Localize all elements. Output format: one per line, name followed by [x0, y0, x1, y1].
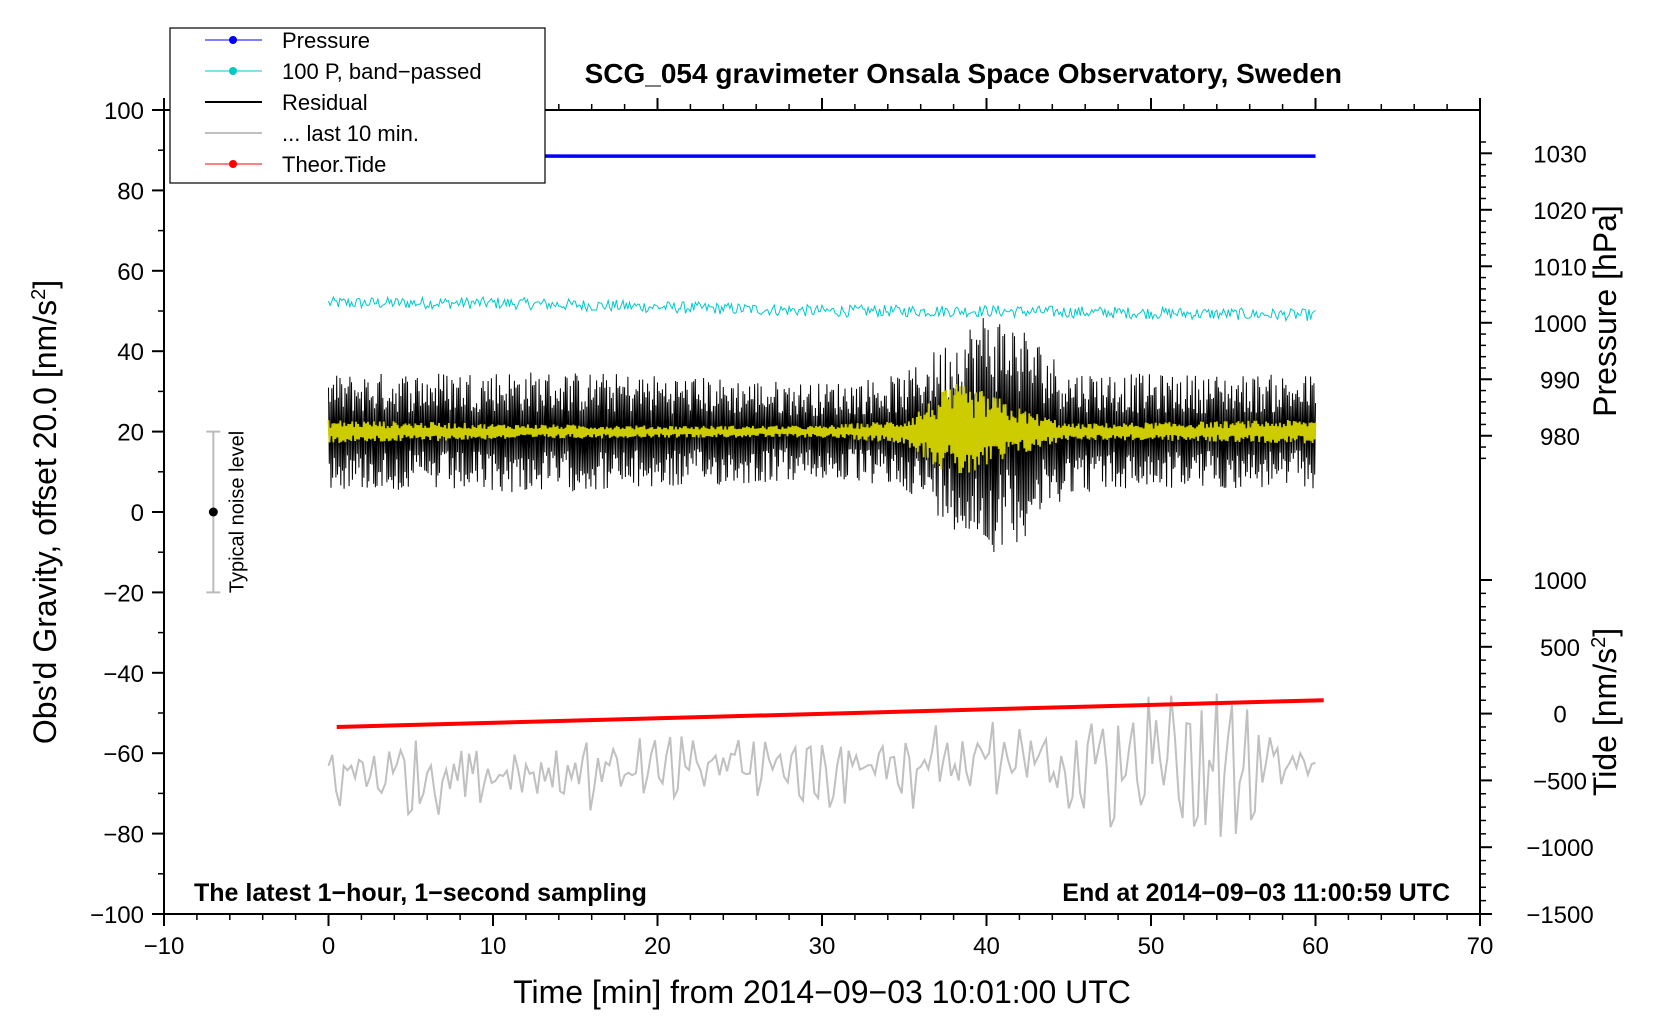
x-tick-label: 30: [809, 933, 836, 960]
y-axis-tide-label-end: ]: [1587, 628, 1623, 637]
pressure-tick-label: 1010: [1533, 254, 1586, 281]
x-axis-label: Time [min] from 2014−09−03 10:01:00 UTC: [513, 974, 1131, 1010]
x-tick-label: 50: [1138, 933, 1165, 960]
x-tick-label: 70: [1467, 933, 1494, 960]
y-tick-label: −60: [103, 741, 144, 768]
x-tick-label: 20: [644, 933, 671, 960]
x-tick-label: 40: [973, 933, 1000, 960]
y-axis-left: −100 −80 −60 −40 −20 0 20 40 60 80 100: [90, 98, 164, 929]
legend-label: ... last 10 min.: [282, 121, 419, 146]
y-tick-label: 60: [117, 259, 144, 286]
y-axis-tide-label-main: Tide [nm/s: [1587, 648, 1623, 796]
tide-tick-label: 0: [1553, 702, 1566, 729]
tide-tick-label: 1000: [1533, 568, 1586, 595]
tide-tick-label: −1000: [1526, 835, 1593, 862]
x-tick-label: 60: [1302, 933, 1329, 960]
annotation-left: The latest 1−hour, 1−second sampling: [194, 879, 647, 907]
y-tick-label: 40: [117, 339, 144, 366]
tide-tick-label: −1500: [1526, 902, 1593, 929]
y-tick-label: 0: [131, 500, 144, 527]
noise-bar-dot: [208, 507, 218, 517]
pressure-tick-label: 980: [1540, 424, 1580, 451]
legend-marker: [229, 36, 237, 44]
x-tick-label: −10: [144, 933, 185, 960]
series-group: [327, 153, 1324, 837]
tide-tick-label: −500: [1533, 768, 1587, 795]
y-tick-label: −20: [103, 580, 144, 607]
series-last-10-min: [327, 693, 1316, 837]
tide-tick-label: 500: [1540, 635, 1580, 662]
y-axis-pressure-label: Pressure [hPa]: [1587, 205, 1623, 417]
y-axis-left-label-end: ]: [27, 280, 63, 289]
noise-bar-label: Typical noise level: [226, 431, 248, 593]
legend: Pressure 100 P, band−passed Residual ... la…: [169, 27, 546, 184]
y-axis-tide: −1500 −1000 −500 0 500 1000: [1480, 568, 1594, 929]
legend-label: Residual: [282, 90, 368, 115]
y-tick-label: −100: [90, 902, 144, 929]
y-axis-left-label-sup: 2: [28, 289, 50, 300]
y-axis-tide-label: Tide [nm/s2]: [1587, 628, 1623, 796]
legend-box: [169, 27, 546, 184]
x-tick-label: 10: [480, 933, 507, 960]
legend-marker: [229, 67, 237, 75]
y-tick-label: 20: [117, 420, 144, 447]
legend-marker: [229, 160, 237, 168]
pressure-tick-label: 1000: [1533, 311, 1586, 338]
annotation-right: End at 2014−09−03 11:00:59 UTC: [1062, 879, 1450, 907]
series-filtered: [327, 384, 1317, 474]
plot-frame: [163, 109, 1481, 915]
y-axis-pressure: 980 990 1000 1010 1020 1030: [1480, 141, 1587, 460]
legend-label: 100 P, band−passed: [282, 59, 482, 84]
legend-label: Pressure: [282, 28, 370, 53]
series-bandpassed: [328, 295, 1316, 323]
pressure-tick-label: 990: [1540, 367, 1580, 394]
pressure-tick-label: 1020: [1533, 198, 1586, 225]
legend-label: Theor.Tide: [282, 152, 386, 177]
x-tick-label: 0: [322, 933, 335, 960]
pressure-tick-label: 1030: [1533, 141, 1586, 168]
chart-title: SCG_054 gravimeter Onsala Space Observat…: [585, 58, 1342, 89]
y-tick-label: −80: [103, 822, 144, 849]
y-axis-tide-label-sup: 2: [1588, 637, 1610, 648]
y-axis-left-label-main: Obs'd Gravity, offset 20.0 [nm/s: [27, 300, 63, 744]
y-tick-label: −40: [103, 661, 144, 688]
series-residual: [328, 318, 1316, 553]
series-tide: [336, 698, 1324, 729]
y-tick-label: 100: [104, 98, 144, 125]
x-axis: −10 0 10 20 30 40 50 60 70: [144, 98, 1494, 960]
noise-level-bar: Typical noise level: [206, 430, 248, 594]
y-tick-label: 80: [117, 178, 144, 205]
y-axis-left-label: Obs'd Gravity, offset 20.0 [nm/s2]: [27, 280, 63, 744]
